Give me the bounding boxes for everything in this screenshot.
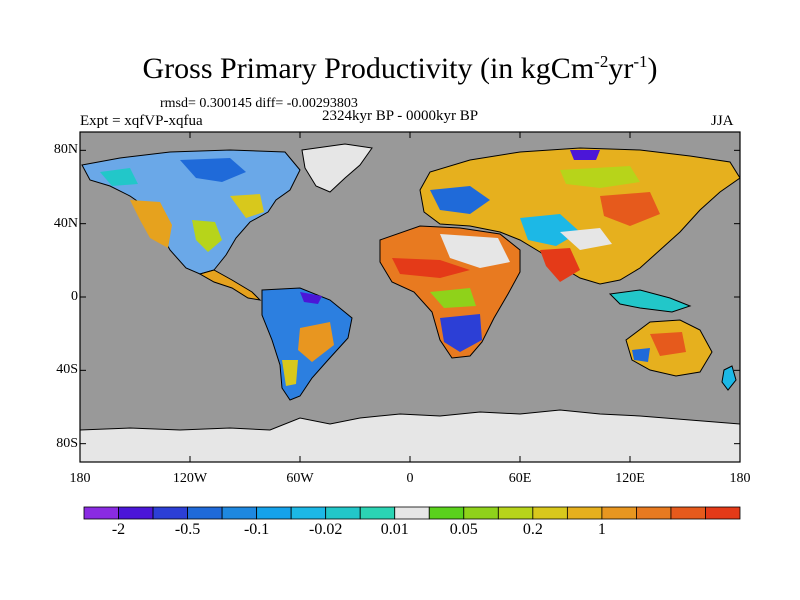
colorbar-bin-13: [532, 506, 568, 520]
colorbar-bin-14: [566, 506, 603, 520]
chart-title: Gross Primary Productivity (in kgCm-2yr-…: [142, 52, 658, 85]
sa-yellow-region: [282, 360, 298, 386]
x-tick-label-3: 0: [406, 471, 414, 486]
colorbar-label-6: 0.2: [522, 521, 543, 538]
colorbar-bin-18: [705, 506, 741, 520]
arctic-purple-region: [570, 150, 600, 160]
colorbar-label-2: -0.1: [243, 521, 270, 538]
colorbar-bin-0: [83, 506, 119, 520]
axis-tick-marks: [79, 132, 741, 462]
colorbar-label-4: 0.01: [380, 521, 409, 538]
colorbar-bin-17: [670, 506, 706, 520]
colorbar-bin-11: [463, 506, 499, 520]
colorbar-label-5: 0.05: [449, 521, 478, 538]
experiment-label: Expt = xqfVP-xqfua: [80, 113, 203, 129]
greenland-land: [301, 143, 373, 193]
colorbar-bin-16: [636, 506, 672, 520]
africa-red-region: [392, 258, 470, 278]
colorbar-label-0: -2: [111, 521, 126, 538]
y-tick-label-3: 40S: [56, 362, 78, 378]
period-label: 2324kyr BP - 0000kyr BP: [322, 108, 479, 124]
se-asia-land: [608, 289, 692, 313]
y-tick-label-4: 80S: [56, 435, 78, 451]
antarctica-land: [80, 409, 740, 462]
colorbar-bin-4: [221, 506, 258, 520]
na-blue-region: [180, 158, 246, 182]
na-orange-region: [130, 200, 172, 248]
x-tick-label-1: 120W: [172, 471, 208, 486]
eurasia-land: [419, 147, 740, 285]
sa-orange-region: [298, 322, 334, 362]
colorbar-bin-10: [428, 506, 465, 520]
colorbar-bin-5: [256, 506, 292, 520]
colorbar-bin-1: [118, 506, 154, 520]
africa-green-region: [430, 288, 476, 308]
x-tick-label-4: 60E: [508, 471, 532, 486]
season-label: JJA: [711, 113, 734, 129]
x-tick-label-5: 120E: [615, 471, 645, 486]
stats-text: rmsd= 0.300145 diff= -0.00293803: [160, 96, 358, 111]
africa-blue-region: [440, 314, 482, 352]
x-tick-label-6: 180: [729, 471, 751, 486]
colorbar-bin-8: [359, 506, 396, 520]
asia-cyan-region: [520, 214, 580, 246]
tibet-white: [560, 228, 612, 250]
x-tick-label-2: 60W: [286, 471, 314, 486]
colorbar-bin-9: [394, 506, 430, 520]
colorbar-bin-6: [290, 506, 327, 520]
asia-red-region: [600, 192, 660, 226]
colorbar-label-3: -0.02: [309, 521, 343, 538]
australia-red-region: [650, 332, 686, 356]
na-yellow-region: [230, 194, 264, 218]
australia-blue-region: [632, 348, 650, 362]
colorbar-bin-3: [187, 506, 223, 520]
na-green-region: [192, 220, 222, 252]
y-tick-label-2: 0: [71, 289, 78, 304]
sa-purple-region: [300, 292, 322, 304]
siberia-green-region: [560, 166, 640, 188]
europe-blue-region: [430, 186, 490, 214]
india-red-region: [540, 248, 580, 282]
y-tick-label-0: 80N: [53, 142, 78, 158]
colorbar: [83, 506, 741, 520]
colorbar-bin-15: [601, 506, 637, 520]
colorbar-bin-2: [152, 506, 188, 520]
colorbar-bin-12: [497, 506, 534, 520]
y-tick-label-1: 40N: [53, 215, 78, 231]
colorbar-label-7: 1: [597, 521, 606, 538]
x-tick-label-0: 180: [69, 471, 91, 486]
colorbar-label-1: -0.5: [174, 521, 201, 538]
na-cyan-region: [100, 168, 138, 186]
colorbar-bin-7: [325, 506, 361, 520]
central-america-land: [198, 269, 262, 301]
new-zealand-land: [721, 365, 737, 391]
sahara-white: [440, 234, 510, 268]
